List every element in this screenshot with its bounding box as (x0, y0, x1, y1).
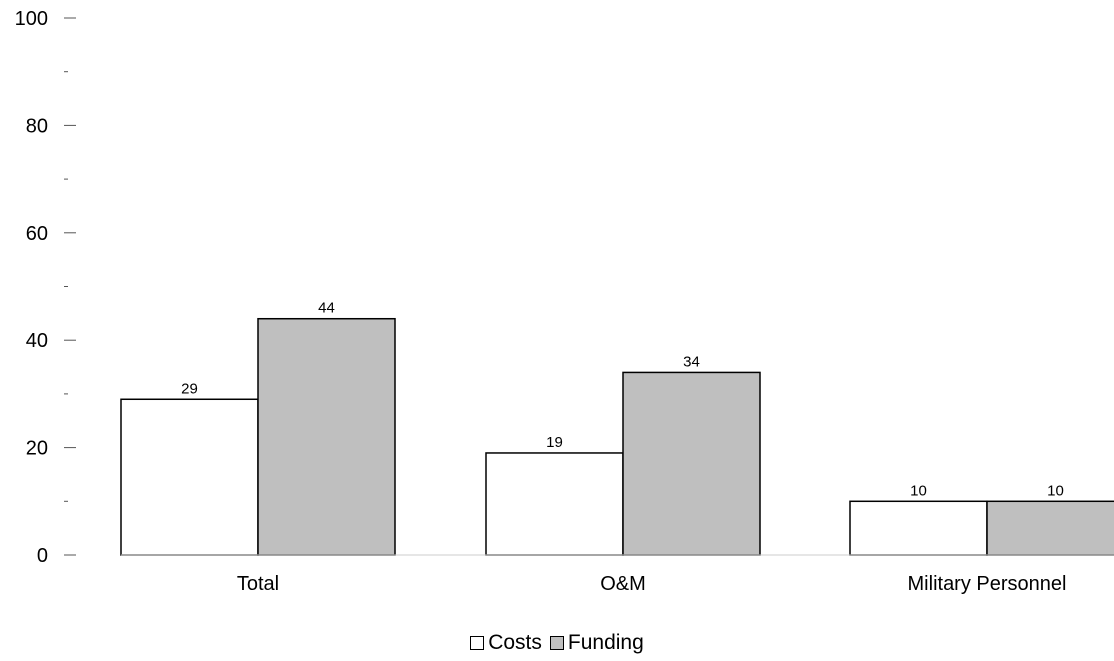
bar-funding (257, 317, 396, 556)
legend-label-funding: Funding (567, 631, 644, 654)
bars: 29 44 19 34 10 10 (120, 300, 1114, 556)
legend: Costs Funding (0, 628, 1114, 658)
bar-costs (120, 398, 259, 556)
y-axis: 0 20 40 60 80 100 (15, 8, 76, 567)
y-tick-label: 40 (26, 330, 48, 352)
y-tick-label: 60 (26, 223, 48, 245)
y-tick-label: 20 (26, 438, 48, 460)
category-label: Military Personnel (908, 573, 1067, 595)
data-label: 10 (910, 482, 927, 499)
category-label: O&M (600, 573, 646, 595)
data-label: 29 (181, 380, 198, 397)
category-labels: Total O&M Military Personnel (237, 573, 1067, 595)
legend-item-funding: Funding (549, 631, 644, 655)
bar-funding (622, 371, 761, 556)
y-tick-label: 100 (15, 8, 48, 30)
legend-swatch-funding (549, 636, 564, 650)
bar-funding (986, 500, 1114, 556)
data-label: 10 (1047, 482, 1064, 499)
data-label: 44 (318, 300, 335, 317)
category-label: Total (237, 573, 279, 595)
bar-costs (485, 452, 624, 556)
legend-swatch-costs (470, 636, 485, 650)
data-label: 34 (683, 353, 700, 370)
bar-costs (849, 500, 988, 556)
y-tick-label: 0 (37, 545, 48, 567)
y-tick-label: 80 (26, 115, 48, 137)
legend-label-costs: Costs (488, 631, 542, 654)
data-label: 19 (546, 434, 563, 451)
legend-item-costs: Costs (470, 631, 542, 655)
